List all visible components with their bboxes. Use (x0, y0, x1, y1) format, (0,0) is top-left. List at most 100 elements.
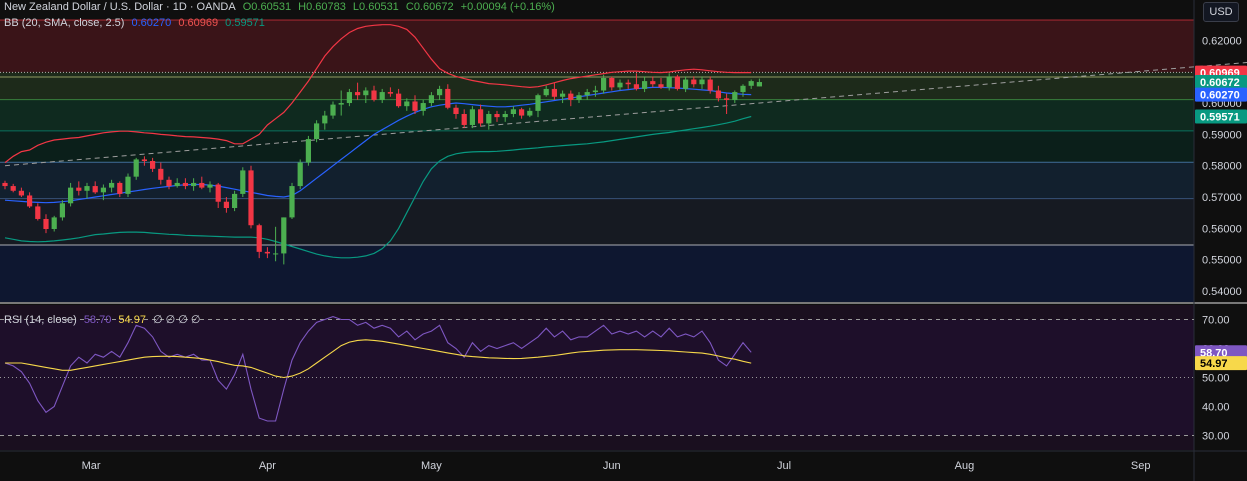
candle-body (625, 82, 631, 85)
candle-body (346, 92, 352, 104)
candle-body (519, 109, 525, 116)
candle-body (363, 90, 369, 96)
candle-body (84, 186, 90, 191)
candle-body (141, 159, 147, 161)
price-tick-label: 0.54000 (1202, 286, 1242, 298)
candle-body (51, 217, 57, 229)
candle-body (560, 93, 566, 97)
rsi-tick-label: 30.00 (1202, 431, 1230, 443)
candle-body (748, 81, 754, 86)
candle-body (699, 79, 705, 85)
bb-basis-value: 0.60270 (131, 17, 172, 29)
candle-body (642, 81, 648, 89)
candle-body (297, 162, 303, 187)
candle-body (404, 101, 410, 107)
price-zone-band (0, 130, 1194, 163)
bb-upper-line (4, 24, 752, 164)
price-badge-label: 0.60672 (1200, 77, 1240, 89)
close-value: C0.60672 (405, 1, 454, 13)
bb-legend[interactable]: BB (20, SMA, close, 2.5) 0.60270 0.60969… (4, 17, 269, 29)
time-axis-label: Mar (82, 460, 101, 472)
candle-body (387, 92, 393, 94)
candle-body (59, 203, 65, 218)
candle-body (691, 79, 697, 85)
candle-body (494, 114, 500, 118)
candle-body (174, 182, 180, 187)
candle-body (428, 95, 434, 104)
candle-body (248, 170, 254, 226)
price-tick-label: 0.62000 (1202, 35, 1242, 47)
price-badge (1195, 109, 1247, 124)
candle-body (535, 95, 541, 111)
trend-line (4, 61, 1247, 167)
price-zone-band (0, 162, 1194, 199)
candle-body (166, 179, 172, 187)
candle-body (158, 168, 164, 180)
candle-body (256, 225, 262, 252)
candle-body (617, 82, 623, 88)
candle-body (478, 109, 484, 124)
candle-body (601, 77, 607, 91)
time-axis-label: Apr (259, 460, 276, 472)
rsi-extra-values: ∅ ∅ ∅ ∅ (153, 314, 201, 326)
candle-body (543, 88, 549, 96)
candle-body (674, 76, 680, 89)
candle-body (683, 79, 689, 89)
time-axis-label: May (421, 460, 442, 472)
candle-body (355, 92, 361, 96)
candle-body (740, 85, 746, 93)
time-axis-label: Jun (603, 460, 621, 472)
currency-button[interactable]: USD (1203, 2, 1239, 22)
rsi-label: RSI (14, close) (4, 314, 77, 326)
candle-body (437, 88, 443, 96)
rsi-tick-label: 50.00 (1202, 373, 1230, 385)
candle-body (527, 110, 533, 116)
candle-body (305, 139, 311, 163)
bb-upper-value: 0.60969 (178, 17, 219, 29)
price-tick-label: 0.59000 (1202, 129, 1242, 141)
rsi-badge-label: 54.97 (1200, 358, 1228, 370)
candle-body (568, 93, 574, 100)
candle-body (314, 123, 320, 140)
bb-lower-line (4, 115, 752, 259)
candle-body (150, 161, 156, 169)
time-axis-label: Jul (777, 460, 791, 472)
candle-body (182, 182, 188, 187)
candle-body (264, 251, 270, 254)
bb-label: BB (20, SMA, close, 2.5) (4, 17, 125, 29)
candle-body (502, 114, 508, 118)
candle-body (27, 195, 33, 207)
candle-body (609, 77, 615, 88)
candle-body (18, 190, 24, 196)
candle-body (10, 186, 16, 191)
candle-body (650, 81, 656, 85)
candle-body (207, 184, 213, 188)
candle-body (732, 92, 738, 100)
candle-body (445, 88, 451, 108)
candle-body (215, 184, 221, 202)
candle-body (117, 182, 123, 194)
price-tick-label: 0.56000 (1202, 223, 1242, 235)
candle-body (223, 201, 229, 208)
candle-body (724, 98, 730, 100)
candle-body (551, 88, 557, 97)
rsi-tick-label: 70.00 (1202, 315, 1230, 327)
candle-body (461, 114, 467, 125)
candle-body (199, 182, 205, 188)
price-tick-label: 0.55000 (1202, 255, 1242, 267)
symbol-title[interactable]: New Zealand Dollar / U.S. Dollar · 1D · … (4, 1, 236, 13)
candle-body (92, 186, 98, 193)
candle-body (420, 103, 426, 111)
candle-body (756, 82, 762, 87)
rsi-legend[interactable]: RSI (14, close) 58.70 54.97 ∅ ∅ ∅ ∅ (4, 313, 205, 326)
rsi-tick-label: 40.00 (1202, 402, 1230, 414)
candle-body (109, 182, 115, 188)
price-zone-band (0, 20, 1194, 73)
rsi-badge (1195, 345, 1247, 360)
candle-body (576, 95, 582, 100)
time-axis-label: Sep (1131, 460, 1151, 472)
candle-body (273, 253, 279, 255)
rsi-line (4, 316, 752, 422)
